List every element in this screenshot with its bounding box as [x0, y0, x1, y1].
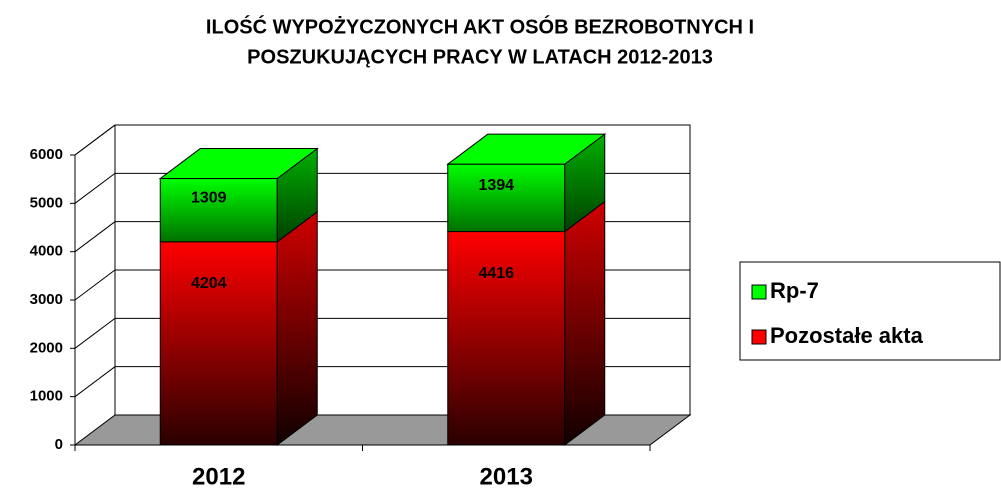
- y-tick-label: 5000: [30, 194, 63, 211]
- legend-box: [739, 261, 1001, 361]
- chart-title: ILOŚĆ WYPOŻYCZONYCH AKT OSÓB BEZROBOTNYC…: [206, 14, 754, 38]
- legend-label: Rp-7: [770, 278, 819, 303]
- y-tick-label: 2000: [30, 339, 63, 356]
- value-label: 4416: [478, 265, 514, 282]
- legend-label: Pozostałe akta: [770, 323, 924, 348]
- y-tick-label: 3000: [30, 291, 63, 308]
- legend-swatch: [751, 329, 767, 345]
- y-tick-label: 6000: [30, 146, 63, 163]
- bar-segment: [159, 241, 278, 446]
- grid-line: [74, 124, 690, 156]
- y-tick-label: 0: [55, 436, 63, 453]
- x-tick-label: 2013: [480, 463, 533, 490]
- value-label: 1309: [191, 189, 227, 206]
- bar-side: [276, 210, 318, 446]
- y-tick-label: 4000: [30, 243, 63, 260]
- legend-swatch: [751, 284, 767, 300]
- value-label: 1394: [478, 177, 514, 194]
- bar-segment: [447, 231, 566, 446]
- value-label: 4204: [191, 275, 227, 292]
- bar-top: [158, 148, 319, 180]
- bar-top: [446, 133, 607, 165]
- x-tick-label: 2012: [192, 463, 245, 490]
- bar-segment: [447, 163, 566, 233]
- bar-segment: [159, 178, 278, 243]
- bar-side: [564, 200, 606, 446]
- chart-title: POSZUKUJĄCYCH PRACY W LATACH 2012-2013: [247, 46, 713, 68]
- y-tick-label: 1000: [30, 388, 63, 405]
